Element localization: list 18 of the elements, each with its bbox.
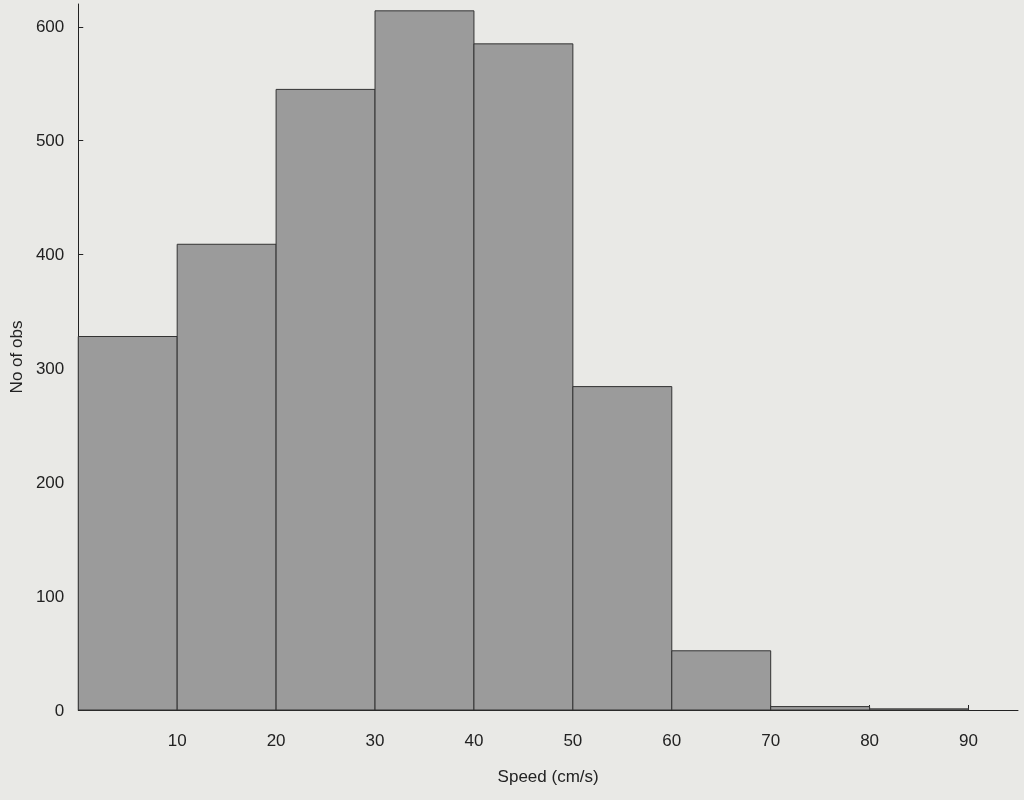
y-tick-label: 100 [35,586,65,606]
x-tick-label: 30 [365,731,385,750]
x-tick-label: 20 [266,731,286,750]
y-tick-label: 400 [35,245,65,265]
x-tick-label: 80 [860,731,880,750]
y-tick-label: 600 [35,17,65,37]
x-tick-label: 90 [959,731,978,750]
x-tick-label: 60 [662,731,682,750]
y-tick-label: 200 [35,472,65,492]
y-tick-label: 0 [54,700,65,720]
y-axis-title: No of obs [7,320,26,394]
x-tick-label: 10 [167,731,187,750]
y-tick-label: 300 [35,358,65,378]
x-axis-title: Speed (cm/s) [497,767,599,786]
y-tick-label: 500 [35,131,65,151]
x-tick-label: 70 [761,731,781,750]
x-tick-label: 50 [563,731,583,750]
x-tick-label: 40 [464,731,484,750]
